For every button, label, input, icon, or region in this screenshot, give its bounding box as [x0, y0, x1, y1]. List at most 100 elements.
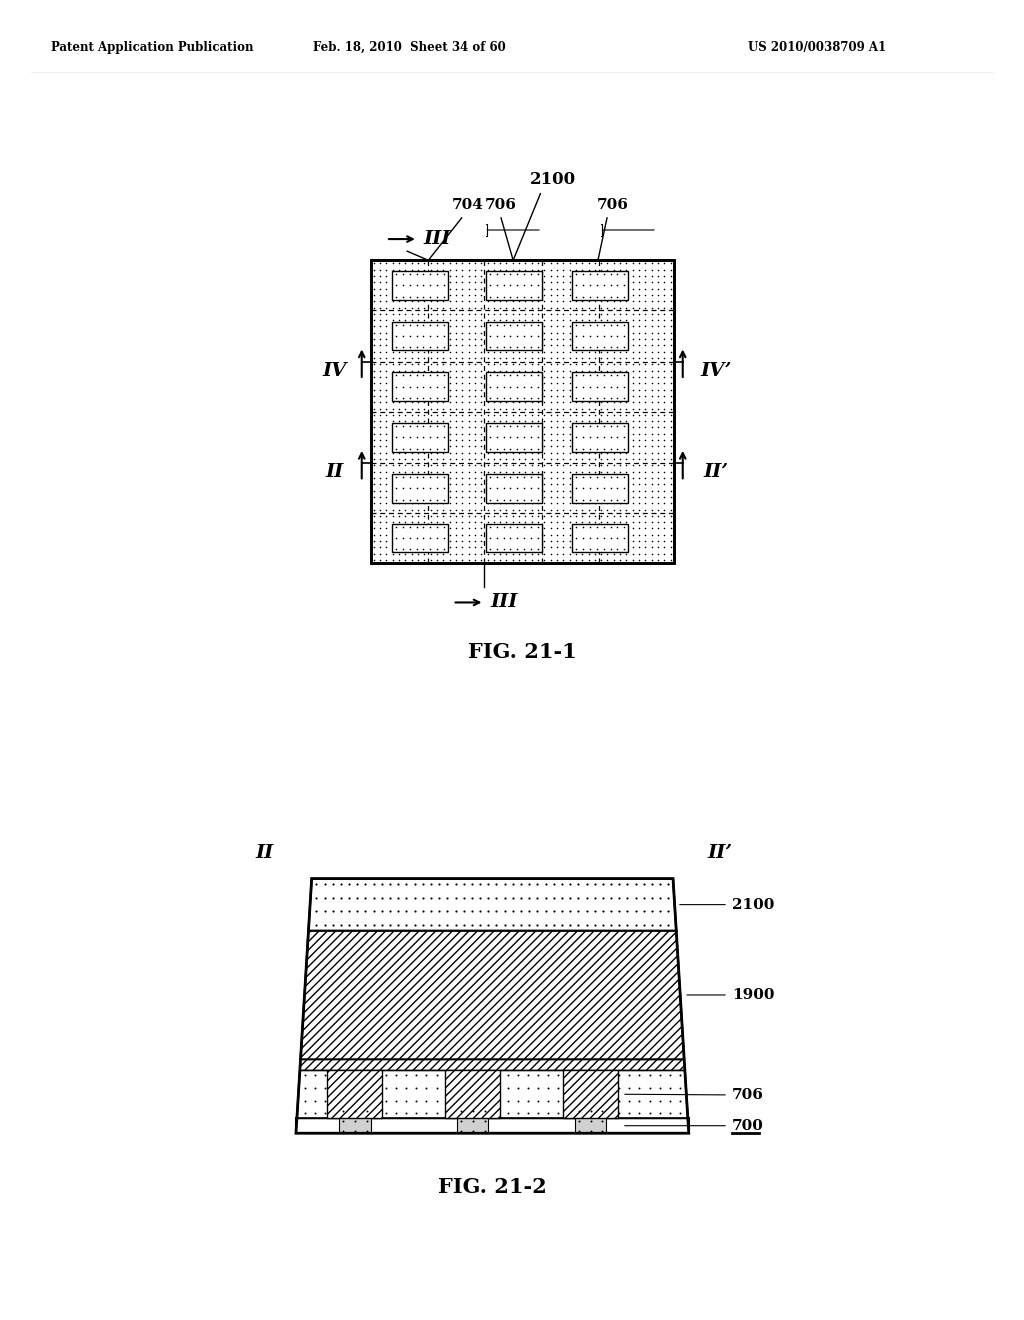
Point	[499, 252, 515, 273]
Point	[537, 347, 553, 368]
Point	[511, 537, 527, 558]
Point	[441, 284, 458, 305]
Point	[581, 379, 597, 400]
Point	[631, 517, 647, 539]
Point	[454, 279, 470, 300]
Point	[439, 887, 456, 908]
Point	[529, 486, 546, 507]
Point	[587, 429, 603, 450]
Point	[549, 354, 565, 375]
Point	[473, 524, 489, 545]
Point	[537, 531, 553, 552]
Point	[435, 442, 452, 463]
Point	[555, 372, 571, 393]
Point	[447, 531, 464, 552]
Point	[605, 284, 622, 305]
Point	[499, 424, 515, 445]
Point	[378, 486, 394, 507]
Point	[436, 539, 453, 560]
Point	[509, 466, 525, 487]
Point	[499, 315, 515, 337]
Point	[454, 517, 470, 539]
Point	[513, 887, 529, 908]
Point	[549, 442, 565, 463]
Point	[410, 436, 426, 457]
Point	[650, 544, 667, 565]
Point	[366, 455, 382, 477]
Point	[505, 524, 521, 545]
Point	[435, 290, 452, 312]
Point	[496, 516, 512, 537]
Point	[479, 379, 496, 400]
Point	[499, 411, 515, 432]
Point	[416, 512, 432, 533]
Point	[479, 265, 496, 286]
Point	[422, 416, 438, 437]
Point	[663, 304, 679, 325]
Point	[366, 315, 382, 337]
Point	[643, 304, 659, 325]
Point	[612, 524, 629, 545]
Point	[407, 915, 423, 936]
Point	[388, 438, 404, 459]
Text: II’: II’	[703, 463, 728, 482]
Point	[637, 449, 653, 470]
Point	[549, 265, 565, 286]
Point	[643, 499, 659, 520]
Point	[609, 539, 626, 560]
Point	[449, 1065, 465, 1086]
Bar	[296, 1118, 689, 1134]
Point	[347, 1119, 364, 1140]
Point	[473, 480, 489, 502]
Point	[596, 275, 612, 296]
Point	[543, 315, 559, 337]
Point	[403, 442, 420, 463]
Point	[423, 385, 439, 407]
Point	[429, 486, 445, 507]
Point	[593, 480, 609, 502]
Point	[612, 385, 629, 407]
Point	[378, 517, 394, 539]
Point	[605, 474, 622, 495]
Point	[423, 354, 439, 375]
Point	[479, 480, 496, 502]
Point	[529, 290, 546, 312]
Point	[581, 372, 597, 393]
Point	[409, 539, 425, 560]
Point	[650, 506, 667, 527]
Point	[378, 297, 394, 318]
Point	[593, 379, 609, 400]
Point	[479, 1077, 496, 1098]
Point	[423, 259, 439, 280]
Point	[435, 499, 452, 520]
Point	[447, 404, 464, 425]
Point	[496, 337, 512, 358]
Point	[555, 480, 571, 502]
Point	[391, 279, 408, 300]
Point	[549, 367, 565, 388]
Point	[397, 442, 414, 463]
Point	[523, 265, 540, 286]
Point	[447, 259, 464, 280]
Point	[599, 499, 615, 520]
Point	[385, 524, 401, 545]
Point	[602, 264, 618, 285]
Point	[616, 438, 633, 459]
Point	[567, 480, 584, 502]
Point	[385, 329, 401, 350]
Point	[479, 442, 496, 463]
Text: III: III	[424, 230, 452, 248]
Point	[529, 438, 546, 459]
Point	[447, 360, 464, 381]
Point	[609, 528, 626, 549]
Point	[435, 397, 452, 418]
Point	[618, 549, 635, 570]
Point	[316, 1077, 333, 1098]
Point	[599, 537, 615, 558]
Point	[366, 537, 382, 558]
Point	[511, 506, 527, 527]
Point	[385, 531, 401, 552]
Point	[567, 442, 584, 463]
Point	[447, 315, 464, 337]
Point	[561, 404, 578, 425]
